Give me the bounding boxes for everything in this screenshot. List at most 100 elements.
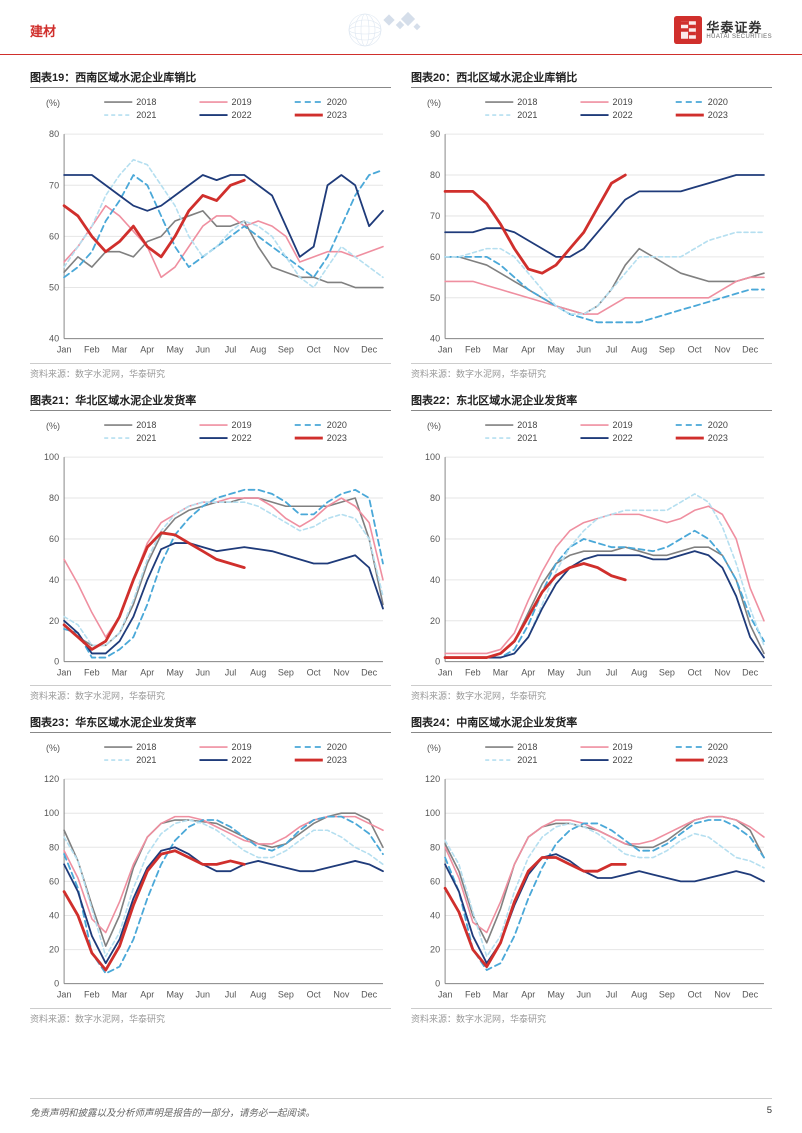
svg-text:Nov: Nov [714,990,731,1000]
brand-logo: 华泰证券 HUATAI SECURITIES [674,16,772,44]
charts-grid: 图表19：西南区域水泥企业库销比 40 50 60 70 80 Jan Feb Mar Apr Ma… [0,55,802,1031]
svg-text:Feb: Feb [84,667,100,677]
svg-text:Mar: Mar [112,990,128,1000]
svg-text:2020: 2020 [708,743,728,753]
svg-text:2023: 2023 [708,756,728,766]
svg-text:Jul: Jul [225,990,237,1000]
svg-text:0: 0 [435,979,440,989]
svg-text:20: 20 [49,945,59,955]
svg-text:20: 20 [430,945,440,955]
svg-text:Jun: Jun [576,990,591,1000]
chart-cell-21: 图表21：华北区域水泥企业发货率020406080100JanFebMarApr… [30,392,391,709]
svg-text:0: 0 [54,656,59,666]
svg-text:May: May [166,345,184,355]
svg-text:2018: 2018 [517,97,537,107]
chart-source: 资料来源：数字水泥网，华泰研究 [30,1008,391,1031]
svg-text:Mar: Mar [112,345,128,355]
svg-text:Dec: Dec [742,345,759,355]
svg-text:Feb: Feb [84,345,100,355]
svg-text:90: 90 [430,129,440,139]
svg-text:2019: 2019 [613,97,633,107]
svg-text:Feb: Feb [465,990,481,1000]
svg-text:60: 60 [430,252,440,262]
svg-text:2020: 2020 [708,97,728,107]
svg-text:60: 60 [49,231,59,241]
svg-text:Aug: Aug [631,345,647,355]
svg-text:(%): (%) [46,98,60,108]
svg-text:Sep: Sep [659,345,675,355]
svg-text:(%): (%) [46,421,60,431]
svg-text:2018: 2018 [136,420,156,430]
svg-text:2021: 2021 [136,110,156,120]
svg-text:80: 80 [430,493,440,503]
svg-text:40: 40 [430,334,440,344]
svg-text:Jan: Jan [57,667,72,677]
svg-text:Jan: Jan [438,345,453,355]
svg-text:Apr: Apr [140,345,154,355]
svg-text:Jan: Jan [438,990,453,1000]
svg-text:2021: 2021 [136,433,156,443]
svg-text:Dec: Dec [361,345,378,355]
svg-text:May: May [547,667,565,677]
svg-text:Apr: Apr [521,345,535,355]
chart-title: 图表21：华北区域水泥企业发货率 [30,392,391,411]
svg-text:Mar: Mar [493,667,509,677]
svg-text:Oct: Oct [307,990,322,1000]
logo-text-cn: 华泰证券 [706,21,772,34]
svg-text:Feb: Feb [465,345,481,355]
svg-text:Dec: Dec [742,667,759,677]
svg-text:Jun: Jun [195,345,210,355]
svg-text:2019: 2019 [613,743,633,753]
chart-title: 图表20：西北区域水泥企业库销比 [411,69,772,88]
chart-source: 资料来源：数字水泥网，华泰研究 [411,1008,772,1031]
svg-text:Aug: Aug [250,990,266,1000]
svg-text:(%): (%) [427,98,441,108]
svg-text:70: 70 [49,180,59,190]
chart-title: 图表23：华东区域水泥企业发货率 [30,714,391,733]
chart-svg: 4050607080JanFebMarAprMayJunJulAugSepOct… [30,92,391,361]
svg-text:Oct: Oct [307,345,322,355]
svg-text:Apr: Apr [521,990,535,1000]
svg-text:100: 100 [425,452,440,462]
svg-text:Sep: Sep [278,990,294,1000]
svg-text:Oct: Oct [688,990,703,1000]
svg-text:80: 80 [49,843,59,853]
svg-text:40: 40 [430,911,440,921]
svg-text:Sep: Sep [659,667,675,677]
chart-source: 资料来源：数字水泥网，华泰研究 [411,363,772,386]
svg-text:Jan: Jan [438,667,453,677]
chart-source: 资料来源：数字水泥网，华泰研究 [30,685,391,708]
svg-text:2018: 2018 [517,420,537,430]
svg-text:Jul: Jul [606,990,618,1000]
chart-title: 图表19：西南区域水泥企业库销比 [30,69,391,88]
svg-text:100: 100 [44,452,59,462]
svg-text:Jul: Jul [225,667,237,677]
chart-title: 图表22：东北区域水泥企业发货率 [411,392,772,411]
svg-text:Nov: Nov [714,667,731,677]
svg-text:2022: 2022 [613,110,633,120]
svg-text:40: 40 [49,575,59,585]
svg-text:60: 60 [430,877,440,887]
logo-icon [674,16,702,44]
svg-text:May: May [166,667,184,677]
svg-text:Nov: Nov [333,990,350,1000]
chart-cell-19: 图表19：西南区域水泥企业库销比4050607080JanFebMarAprMa… [30,69,391,386]
chart-cell-24: 图表24：中南区域水泥企业发货率020406080100120JanFebMar… [411,714,772,1031]
page-header: 建材 华泰证券 HUATAI SECURITIE [0,0,802,55]
svg-text:120: 120 [44,775,59,785]
svg-text:May: May [547,345,565,355]
svg-text:80: 80 [49,129,59,139]
svg-text:Sep: Sep [659,990,675,1000]
svg-text:Jul: Jul [606,667,618,677]
svg-text:50: 50 [49,283,59,293]
svg-text:Nov: Nov [333,345,350,355]
svg-text:Jun: Jun [195,667,210,677]
svg-text:Apr: Apr [140,990,154,1000]
svg-text:Aug: Aug [631,990,647,1000]
chart-cell-23: 图表23：华东区域水泥企业发货率020406080100120JanFebMar… [30,714,391,1031]
svg-text:2021: 2021 [517,756,537,766]
svg-text:Oct: Oct [688,667,703,677]
disclaimer-text: 免责声明和披露以及分析师声明是报告的一部分，请务必一起阅读。 [30,1105,315,1119]
svg-text:2023: 2023 [708,433,728,443]
svg-text:60: 60 [430,534,440,544]
